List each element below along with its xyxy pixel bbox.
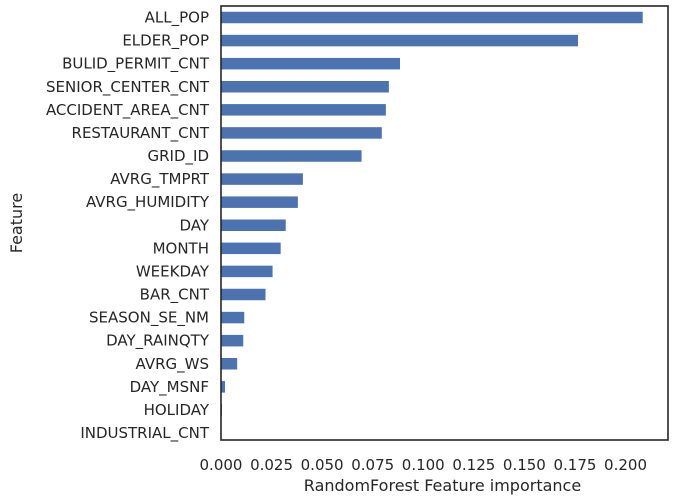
x-tick-label: 0.125 <box>452 456 495 474</box>
bar-bar-cnt <box>221 288 266 301</box>
x-tick-label: 0.200 <box>604 456 647 474</box>
bar-elder-pop <box>221 34 578 47</box>
y-axis-label: Feature <box>7 193 26 253</box>
x-tick-label: 0.150 <box>503 456 546 474</box>
bar-bulid-permit-cnt <box>221 57 401 70</box>
bars-group <box>221 11 643 439</box>
x-tick-label: 0.075 <box>351 456 394 474</box>
bar-accident-area-cnt <box>221 104 386 116</box>
bar-restaurant-cnt <box>221 127 382 139</box>
plot-frame <box>220 5 669 441</box>
category-labels: ALL_POP ELDER_POP BULID_PERMIT_CNT SENIOR_C… <box>46 9 210 444</box>
category-label: DAY_RAINQTY <box>106 332 210 351</box>
x-axis-label: RandomForest Feature importance <box>304 476 581 495</box>
x-tick-label: 0.175 <box>553 456 596 474</box>
category-label: AVRG_WS <box>136 355 209 374</box>
category-label: SENIOR_CENTER_CNT <box>46 78 210 97</box>
bar-avrg-tmprt <box>221 173 303 185</box>
category-label: ALL_POP <box>145 9 209 28</box>
x-tick-label: 0.025 <box>250 456 293 474</box>
category-label: INDUSTRIAL_CNT <box>80 424 210 443</box>
x-tick-label: 0.000 <box>200 456 243 474</box>
category-label: AVRG_HUMIDITY <box>86 193 210 212</box>
category-label: MONTH <box>153 239 209 257</box>
category-label: DAY <box>179 216 209 234</box>
bar-day-msnf <box>221 381 226 393</box>
bar-day <box>221 219 286 231</box>
bar-day-rainqty <box>221 334 244 347</box>
category-label: DAY_MSNF <box>130 378 209 397</box>
bar-season-se-nm <box>221 311 245 324</box>
bar-grid-id <box>221 150 362 162</box>
category-label: ELDER_POP <box>122 32 209 51</box>
category-label: BAR_CNT <box>140 286 210 305</box>
category-label: BULID_PERMIT_CNT <box>62 55 210 74</box>
category-label: SEASON_SE_NM <box>89 309 209 328</box>
category-label: ACCIDENT_AREA_CNT <box>46 101 210 120</box>
bar-senior-center-cnt <box>221 81 389 93</box>
x-tick-labels: 0.000 0.025 0.050 0.075 0.100 0.125 0.150 0.175… <box>200 456 647 474</box>
bar-weekday <box>221 265 273 278</box>
x-tick-label: 0.100 <box>402 456 445 474</box>
category-label: WEEKDAY <box>136 262 210 280</box>
category-label: HOLIDAY <box>144 401 210 419</box>
bar-all-pop <box>221 11 643 24</box>
bar-avrg-ws <box>221 358 238 370</box>
x-tick-label: 0.050 <box>301 456 344 474</box>
bar-month <box>221 242 281 255</box>
category-label: RESTAURANT_CNT <box>72 124 210 143</box>
category-label: AVRG_TMPRT <box>110 170 210 189</box>
category-label: GRID_ID <box>148 147 210 166</box>
bar-avrg-humidity <box>221 196 298 208</box>
